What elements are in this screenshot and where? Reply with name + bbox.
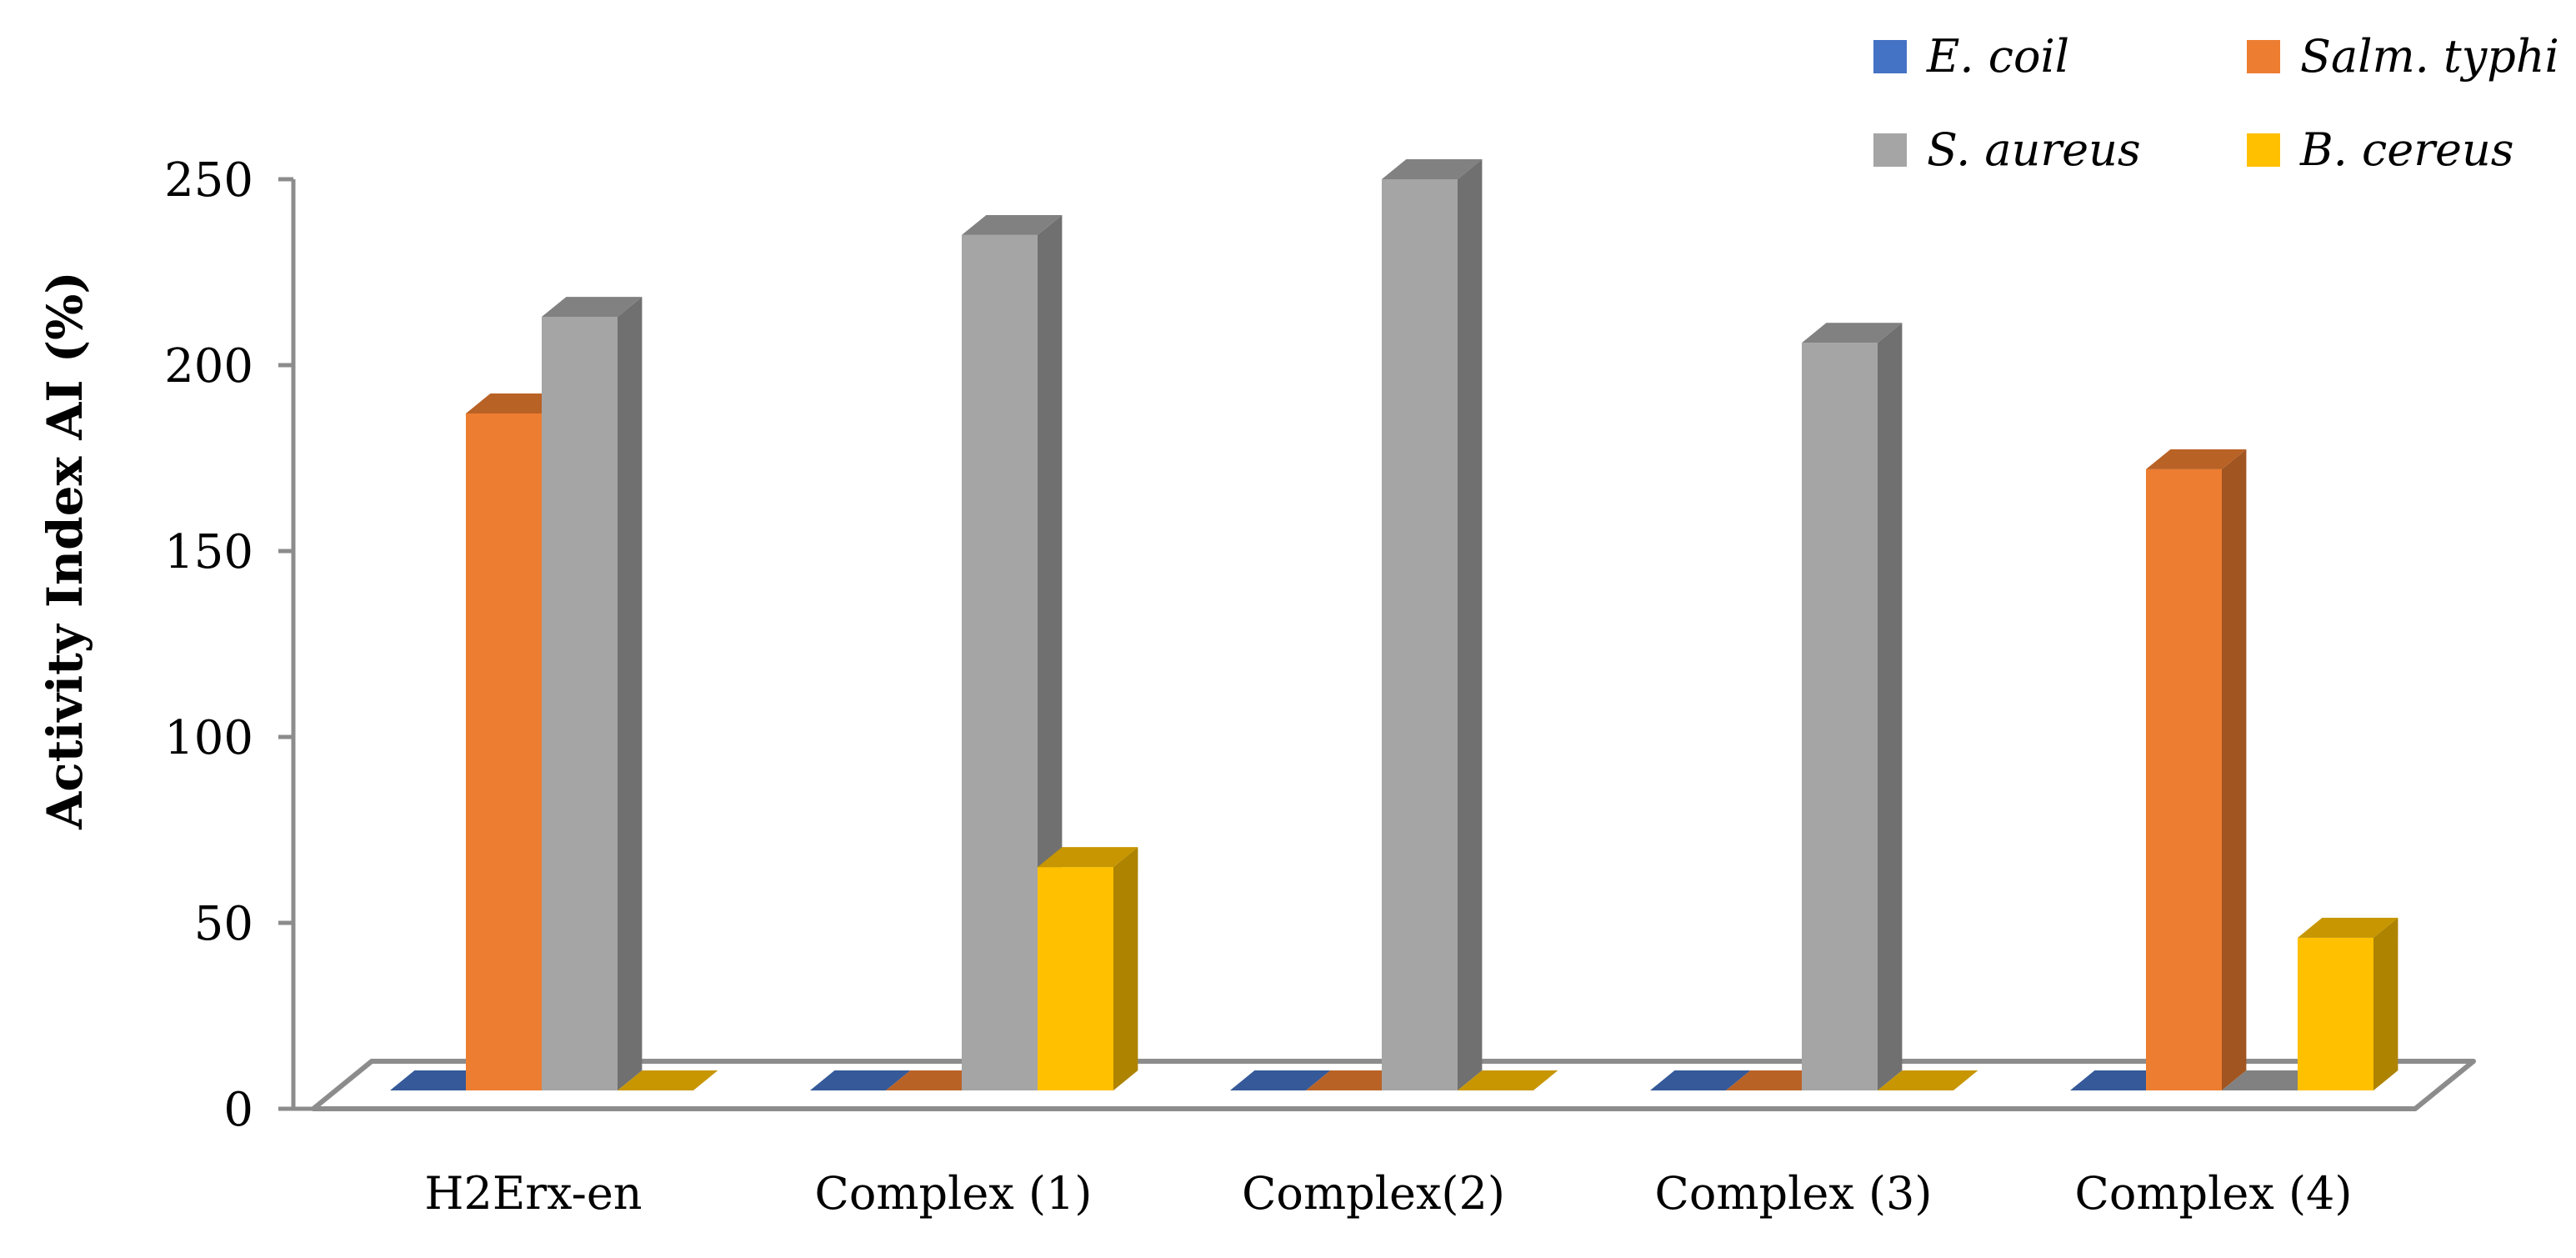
x-axis-labels: H2Erx-en Complex (1) Complex(2) Complex (3)… — [424, 1167, 2352, 1220]
bar-b-cereus-complex-2 — [1458, 1070, 1558, 1090]
legend-swatch — [1873, 40, 1907, 73]
bar-e-coil-h2erx-en — [390, 1070, 491, 1090]
y-axis-title: Activity Index AI (%) — [37, 271, 93, 829]
category-label: H2Erx-en — [424, 1167, 642, 1220]
bar-salm-typhi-complex-1 — [886, 1070, 987, 1090]
category-label: Complex (1) — [815, 1167, 1093, 1220]
bar-group-complex-4 — [2070, 449, 2398, 1090]
bar-s-aureus-complex-4 — [2222, 1070, 2323, 1090]
category-label: Complex (4) — [2075, 1167, 2353, 1220]
legend-swatch — [1873, 133, 1907, 167]
bar-b-cereus-complex-4 — [2298, 917, 2398, 1090]
bar-group-complex-3 — [1650, 323, 1978, 1090]
legend-label: E. coil — [1926, 30, 2069, 83]
bar-b-cereus-h2erx-en — [618, 1070, 718, 1090]
legend-swatch — [2247, 133, 2280, 167]
y-axis: 0 50 100 150 200 250 — [164, 153, 313, 1137]
bar-s-aureus-complex-2 — [1382, 159, 1483, 1090]
legend: E. coil Salm. typhi S. aureus B. cereus — [1873, 30, 2559, 176]
bar-e-coil-complex-2 — [1230, 1070, 1331, 1090]
y-tick-label: 0 — [223, 1083, 253, 1137]
legend-item-b-cereus: B. cereus — [2247, 123, 2513, 176]
legend-swatch — [2247, 40, 2280, 73]
bar-group-h2erx-en — [390, 297, 718, 1091]
y-tick-label: 100 — [164, 711, 253, 765]
bar-salm-typhi-complex-4 — [2146, 449, 2247, 1090]
y-tick-label: 150 — [164, 525, 253, 579]
y-tick-label: 50 — [194, 897, 253, 951]
bar-b-cereus-complex-3 — [1878, 1070, 1978, 1090]
bar-salm-typhi-complex-3 — [1726, 1070, 1827, 1090]
category-label: Complex (3) — [1655, 1167, 1933, 1220]
bar-s-aureus-complex-3 — [1802, 323, 1903, 1090]
bar-group-complex-2 — [1230, 159, 1558, 1090]
legend-item-e-coil: E. coil — [1873, 30, 2069, 83]
bar-e-coil-complex-4 — [2070, 1070, 2171, 1090]
bars — [390, 159, 2398, 1091]
bar-group-complex-1 — [810, 214, 1138, 1091]
legend-label: B. cereus — [2299, 123, 2513, 176]
legend-label: Salm. typhi — [2300, 30, 2559, 83]
bar-e-coil-complex-3 — [1650, 1070, 1751, 1090]
legend-item-s-aureus: S. aureus — [1873, 123, 2141, 176]
category-label: Complex(2) — [1242, 1167, 1505, 1220]
bar-e-coil-complex-1 — [810, 1070, 911, 1090]
bar-b-cereus-complex-1 — [1038, 847, 1138, 1090]
y-tick-label: 200 — [164, 339, 253, 393]
legend-item-salm-typhi: Salm. typhi — [2247, 30, 2559, 83]
bar-salm-typhi-complex-2 — [1306, 1070, 1407, 1090]
y-tick-label: 250 — [164, 153, 253, 208]
bar-s-aureus-h2erx-en — [542, 297, 643, 1091]
legend-label: S. aureus — [1927, 123, 2141, 176]
